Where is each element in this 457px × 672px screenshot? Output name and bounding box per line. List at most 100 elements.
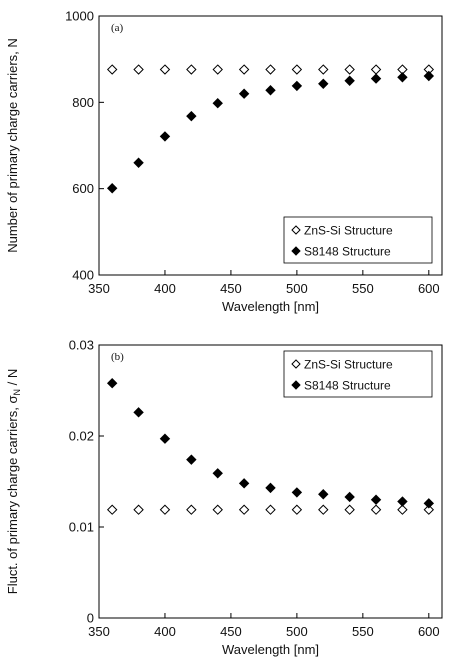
point-zns-si: [212, 504, 223, 515]
legend-box-b: [283, 350, 433, 398]
point-s8148: [106, 183, 118, 194]
point-s8148: [370, 494, 382, 505]
x-tick-label: 600: [418, 281, 440, 296]
x-tick-label: 400: [154, 281, 176, 296]
legend-label-s8148: S8148 Structure: [304, 245, 391, 259]
point-zns-si: [106, 64, 118, 75]
point-s8148: [423, 70, 435, 82]
x-axis-a: 350 400 450 500 550 600: [88, 270, 440, 296]
y-tick-label: 0.01: [69, 520, 94, 535]
point-s8148: [291, 487, 303, 498]
x-tick-label: 450: [220, 281, 242, 296]
y-tick-label: 0.02: [69, 429, 94, 444]
point-zns-si: [291, 64, 303, 75]
y-tick-label: 0.03: [69, 338, 94, 353]
legend-label-zns-si: ZnS-Si Structure: [304, 358, 393, 372]
legend-b: ZnS-Si Structure S8148 Structure: [283, 350, 433, 398]
y-axis-title-b: Fluct. of primary charge carriers, σN / …: [5, 369, 22, 594]
point-zns-si: [159, 504, 171, 515]
point-s8148: [186, 454, 197, 465]
data-points-a: [106, 64, 435, 194]
filled-diamond-icon: [291, 380, 301, 390]
chart-panel-a: 400 600 800 1000 350 400 450 500 550 600 (a) Wav…: [5, 9, 443, 314]
point-s8148: [318, 489, 329, 500]
x-axis-title-a: Wavelength [nm]: [222, 299, 319, 314]
point-zns-si: [238, 64, 250, 75]
x-tick-label: 400: [154, 624, 176, 639]
legend-label-s8148: S8148 Structure: [304, 379, 391, 393]
point-zns-si: [318, 64, 329, 75]
x-tick-label: 350: [88, 281, 110, 296]
point-s8148: [159, 131, 171, 142]
point-zns-si: [133, 504, 144, 515]
plot-frame-a: [98, 15, 443, 276]
point-s8148: [238, 88, 250, 99]
y-tick-label: 0: [87, 611, 94, 626]
point-s8148: [159, 433, 171, 444]
open-diamond-icon: [291, 359, 301, 369]
point-s8148: [133, 157, 144, 168]
point-s8148: [318, 78, 329, 89]
point-s8148: [238, 478, 250, 489]
y-axis-a: 400 600 800 1000: [65, 9, 104, 283]
legend-marker-filled-diamond: [291, 246, 301, 256]
x-tick-label: 500: [286, 624, 308, 639]
point-zns-si: [159, 64, 171, 75]
point-s8148: [265, 482, 276, 494]
panel-label-b: (b): [111, 351, 124, 363]
legend-box-a: [283, 216, 433, 264]
y-axis-title-a: Number of primary charge carriers, N: [5, 38, 20, 253]
x-tick-label: 600: [418, 624, 440, 639]
open-diamond-icon: [291, 225, 301, 235]
point-zns-si: [397, 504, 408, 515]
plot-frame-b: [98, 344, 443, 619]
legend-marker-filled-diamond: [291, 380, 301, 390]
y-tick-label: 400: [72, 268, 94, 283]
point-zns-si: [344, 504, 355, 515]
y-axis-b: 0 0.01 0.02 0.03: [69, 338, 104, 626]
point-zns-si: [370, 64, 382, 75]
point-s8148: [133, 407, 144, 418]
point-zns-si: [238, 504, 250, 515]
point-zns-si: [265, 504, 276, 515]
point-s8148: [106, 378, 118, 389]
point-s8148: [344, 491, 355, 503]
legend-a: ZnS-Si Structure S8148 Structure: [283, 216, 433, 264]
point-s8148: [423, 498, 435, 509]
legend-label-zns-si: ZnS-Si Structure: [304, 224, 393, 238]
point-zns-si: [291, 504, 303, 515]
point-zns-si: [186, 504, 197, 515]
panel-label-a: (a): [111, 22, 124, 34]
point-zns-si: [265, 64, 276, 75]
point-s8148: [397, 496, 408, 507]
data-points-b: [106, 378, 435, 515]
x-tick-label: 500: [286, 281, 308, 296]
y-tick-label: 800: [72, 95, 94, 110]
y-tick-label: 1000: [65, 9, 94, 24]
point-s8148: [370, 73, 382, 84]
point-zns-si: [370, 504, 382, 515]
point-s8148: [186, 110, 197, 122]
point-zns-si: [133, 64, 144, 75]
point-s8148: [397, 72, 408, 83]
chart-panel-b: 0 0.01 0.02 0.03 350 400 450 500 550 600 (b) Wav…: [5, 338, 443, 657]
x-tick-label: 350: [88, 624, 110, 639]
point-s8148: [291, 80, 303, 92]
legend-marker-open-diamond: [291, 225, 301, 235]
point-zns-si: [423, 504, 435, 515]
legend-marker-open-diamond: [291, 359, 301, 369]
point-zns-si: [318, 504, 329, 515]
filled-diamond-icon: [291, 246, 301, 256]
point-s8148: [265, 85, 276, 96]
x-axis-title-b: Wavelength [nm]: [222, 642, 319, 657]
point-s8148: [212, 97, 223, 109]
point-s8148: [344, 75, 355, 86]
x-tick-label: 550: [352, 624, 374, 639]
y-axis-title-b-subscript: N: [12, 389, 22, 396]
y-axis-title-b-tail: / N: [5, 369, 20, 389]
x-tick-label: 450: [220, 624, 242, 639]
x-tick-label: 550: [352, 281, 374, 296]
x-axis-b: 350 400 450 500 550 600: [88, 613, 440, 639]
point-zns-si: [106, 504, 118, 515]
